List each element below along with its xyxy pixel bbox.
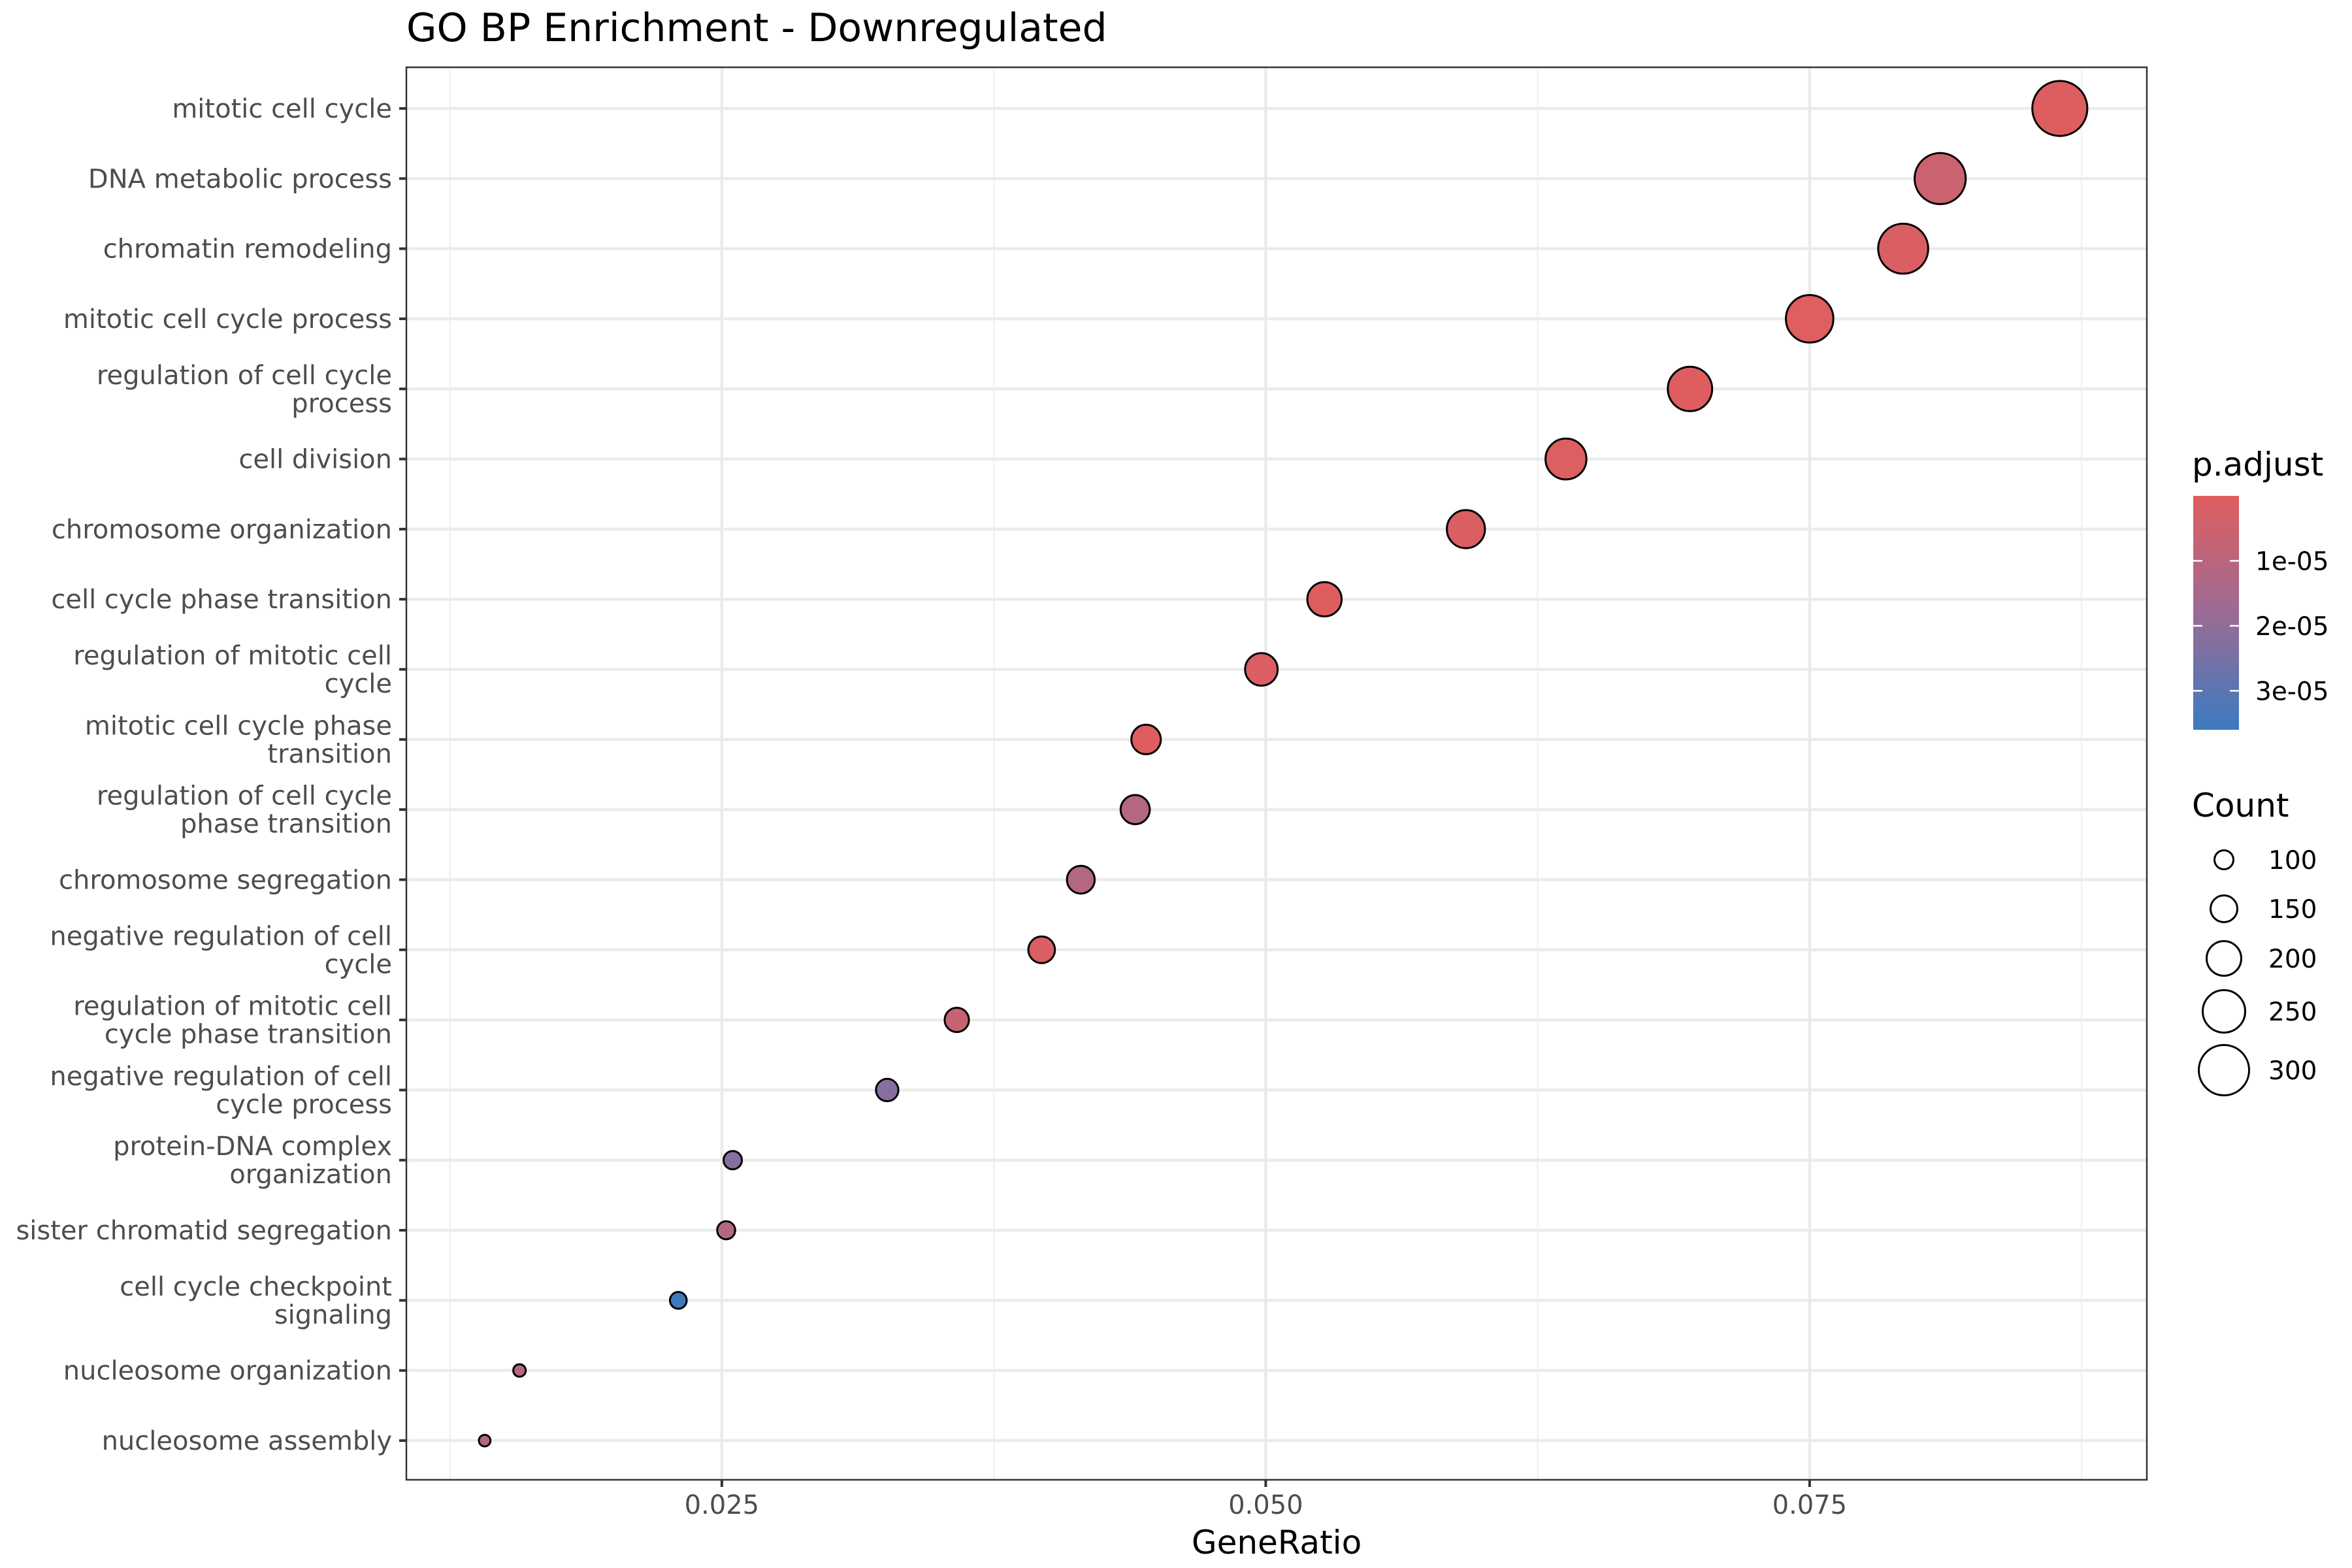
- data-point: [1119, 794, 1151, 825]
- y-tick-label: regulation of mitotic cell cycle: [73, 641, 392, 699]
- size-legend-label: 100: [2268, 846, 2317, 875]
- size-legend-circle: [2213, 849, 2234, 870]
- color-legend-bar: [2193, 496, 2239, 730]
- data-point: [1027, 935, 1056, 964]
- panel-border: [405, 66, 2148, 1481]
- x-tick-label: 0.025: [685, 1490, 760, 1520]
- y-tick-label: nucleosome organization: [63, 1356, 392, 1386]
- size-legend-label: 150: [2268, 895, 2317, 924]
- color-legend-label: 1e-05: [2255, 547, 2329, 576]
- y-tick-label: chromosome segregation: [59, 865, 392, 895]
- data-point: [1544, 437, 1588, 481]
- data-points: [478, 80, 2089, 1448]
- y-tick-label: chromatin remodeling: [103, 235, 392, 265]
- y-tick-label: mitotic cell cycle process: [63, 304, 392, 335]
- data-point: [512, 1363, 527, 1378]
- x-axis-title: GeneRatio: [1192, 1524, 1362, 1561]
- x-axis: 0.025 0.050 0.075: [685, 1480, 1848, 1520]
- data-point: [1446, 509, 1486, 549]
- x-tick-label: 0.050: [1228, 1490, 1303, 1520]
- data-point: [1244, 652, 1279, 687]
- y-tick-label: regulation of mitotic cell cycle phase tr…: [73, 992, 392, 1050]
- y-tick-label: mitotic cell cycle: [172, 94, 392, 124]
- color-legend-title: p.adjust: [2192, 446, 2323, 483]
- color-legend-ticks: 1e-05 2e-05 3e-05: [2193, 547, 2329, 706]
- y-tick-label: protein-DNA complex organization: [113, 1132, 392, 1190]
- data-point: [1130, 723, 1162, 755]
- data-point: [2031, 80, 2089, 137]
- y-tick-label: regulation of cell cycle phase transition: [97, 781, 392, 840]
- y-tick-label: negative regulation of cell cycle: [50, 921, 392, 979]
- y-tick-label: DNA metabolic process: [88, 164, 392, 194]
- data-point: [1306, 581, 1343, 617]
- y-tick-label: cell cycle checkpoint signaling: [120, 1272, 392, 1330]
- color-legend-label: 3e-05: [2255, 677, 2329, 706]
- y-tick-label: mitotic cell cycle phase transition: [85, 711, 392, 769]
- y-tick-label: cell division: [238, 445, 392, 475]
- data-point: [722, 1150, 743, 1171]
- size-legend-label: 300: [2268, 1056, 2317, 1086]
- data-point: [1066, 864, 1096, 895]
- data-point: [1785, 294, 1835, 344]
- size-legend-label: 200: [2268, 945, 2317, 974]
- size-legend-label: 250: [2268, 998, 2317, 1027]
- size-legend-items: 100 150 200 250 300: [2198, 846, 2317, 1096]
- y-tick-label: negative regulation of cell cycle process: [50, 1062, 392, 1120]
- data-point: [1914, 152, 1967, 205]
- x-tick-label: 0.075: [1772, 1490, 1848, 1520]
- data-point: [668, 1291, 688, 1310]
- chart-title: GO BP Enrichment - Downregulated: [406, 5, 1107, 51]
- plot-panel: [405, 66, 2148, 1481]
- data-point: [875, 1077, 900, 1103]
- color-legend: p.adjust 1e-05 2e-05 3e-05: [2192, 446, 2329, 730]
- size-legend-circle: [2210, 894, 2238, 923]
- size-legend: Count 100 150 200 250 300: [2192, 787, 2317, 1096]
- grid-lines: [406, 67, 2147, 1480]
- size-legend-title: Count: [2192, 787, 2289, 825]
- y-tick-label: nucleosome assembly: [102, 1426, 392, 1456]
- data-point: [943, 1007, 970, 1034]
- y-axis: mitotic cell cycle DNA metabolic process c…: [16, 94, 406, 1456]
- y-tick-label: sister chromatid segregation: [16, 1216, 392, 1246]
- size-legend-circle: [2206, 940, 2242, 977]
- data-point: [716, 1220, 736, 1241]
- size-legend-circle: [2202, 989, 2246, 1034]
- size-legend-circle: [2198, 1044, 2250, 1096]
- color-legend-label: 2e-05: [2255, 612, 2329, 642]
- y-tick-label: cell cycle phase transition: [51, 585, 392, 615]
- data-point: [478, 1433, 492, 1448]
- data-point: [1667, 365, 1714, 412]
- y-tick-label: chromosome organization: [52, 515, 392, 545]
- y-tick-label: regulation of cell cycle process: [97, 361, 392, 419]
- data-point: [1877, 222, 1929, 275]
